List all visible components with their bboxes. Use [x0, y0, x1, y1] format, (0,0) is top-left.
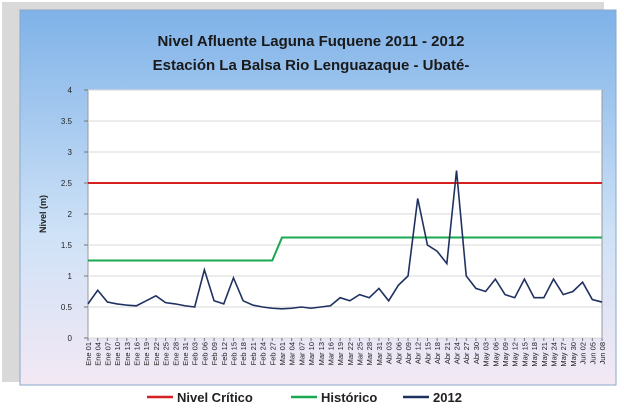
x-tick-label: Mar 13 — [317, 342, 326, 365]
x-tick-label: Ene 31 — [181, 342, 190, 366]
x-tick-label: Ene 01 — [84, 342, 93, 366]
x-tick-label: Feb 24 — [259, 342, 268, 365]
series-line — [87, 170, 603, 310]
x-tick-label: Ene 04 — [94, 342, 103, 366]
x-tick-label: May 21 — [540, 342, 549, 367]
x-tick-label: Ene 28 — [171, 342, 180, 366]
legend-label: Histórico — [321, 390, 377, 405]
x-tick-label: Feb 15 — [229, 342, 238, 365]
y-tick-label: 0.5 — [61, 303, 73, 312]
x-tick-label: Feb 06 — [200, 342, 209, 365]
x-tick-label: Feb 27 — [268, 342, 277, 365]
legend-label: 2012 — [433, 390, 462, 405]
y-tick-label: 2 — [68, 210, 73, 219]
x-tick-label: May 18 — [530, 342, 539, 367]
x-tick-label: Mar 01 — [278, 342, 287, 365]
x-tick-label: Jun 08 — [598, 342, 607, 365]
x-tick-label: May 06 — [491, 342, 500, 367]
y-tick-label: 2.5 — [61, 179, 73, 188]
x-tick-label: May 27 — [559, 342, 568, 367]
x-tick-label: Feb 03 — [191, 342, 200, 365]
x-tick-label: Mar 04 — [288, 342, 297, 365]
x-tick-label: Feb 21 — [249, 342, 258, 365]
x-tick-label: May 30 — [569, 342, 578, 367]
x-tick-label: Abr 24 — [453, 342, 462, 364]
x-tick-label: Feb 18 — [239, 342, 248, 365]
x-tick-label: Ene 25 — [162, 342, 171, 366]
x-tick-label: Ene 07 — [103, 342, 112, 366]
x-tick-label: Mar 16 — [326, 342, 335, 365]
x-tick-label: Abr 27 — [462, 342, 471, 364]
x-tick-label: Feb 12 — [220, 342, 229, 365]
x-tick-label: May 15 — [520, 342, 529, 367]
x-tick-label: Feb 09 — [210, 342, 219, 365]
x-tick-label: Abr 12 — [414, 342, 423, 364]
y-axis-label: Nivel (m) — [38, 195, 48, 233]
chart-subtitle: Estación La Balsa Rio Lenguazaque - Ubat… — [153, 57, 470, 74]
x-tick-label: Ene 22 — [152, 342, 161, 366]
x-tick-label: Abr 30 — [472, 342, 481, 364]
x-tick-label: Abr 15 — [423, 342, 432, 364]
y-tick-label: 1.5 — [61, 241, 73, 250]
series-line — [88, 236, 602, 262]
x-tick-label: Abr 06 — [394, 342, 403, 364]
x-tick-label: Mar 07 — [297, 342, 306, 365]
x-tick-label: Ene 16 — [132, 342, 141, 366]
y-tick-label: 4 — [68, 86, 73, 95]
x-tick-label: Abr 09 — [404, 342, 413, 364]
x-tick-label: Mar 28 — [365, 342, 374, 365]
x-tick-label: Abr 03 — [385, 342, 394, 364]
x-tick-label: Jun 02 — [579, 342, 588, 365]
x-tick-label: Mar 22 — [346, 342, 355, 365]
x-tick-label: May 09 — [501, 342, 510, 367]
x-tick-label: Ene 13 — [123, 342, 132, 366]
chart-title: Nivel Afluente Laguna Fuquene 2011 - 201… — [157, 33, 464, 50]
y-tick-label: 3 — [68, 148, 73, 157]
y-tick-label: 1 — [68, 272, 73, 281]
x-tick-label: Mar 10 — [307, 342, 316, 365]
x-tick-label: Abr 18 — [433, 342, 442, 364]
x-tick-label: May 03 — [482, 342, 491, 367]
y-tick-label: 0 — [68, 334, 73, 343]
y-tick-label: 3.5 — [61, 117, 73, 126]
x-tick-label: Mar 31 — [375, 342, 384, 365]
legend-label: Nivel Crítico — [177, 390, 253, 405]
x-tick-label: Ene 10 — [113, 342, 122, 366]
x-tick-label: Ene 19 — [142, 342, 151, 366]
x-tick-label: May 12 — [511, 342, 520, 367]
x-tick-label: Mar 19 — [336, 342, 345, 365]
x-tick-label: May 24 — [550, 342, 559, 367]
x-tick-label: Jun 05 — [588, 342, 597, 365]
x-tick-label: Mar 25 — [356, 342, 365, 365]
x-tick-label: Abr 21 — [443, 342, 452, 364]
